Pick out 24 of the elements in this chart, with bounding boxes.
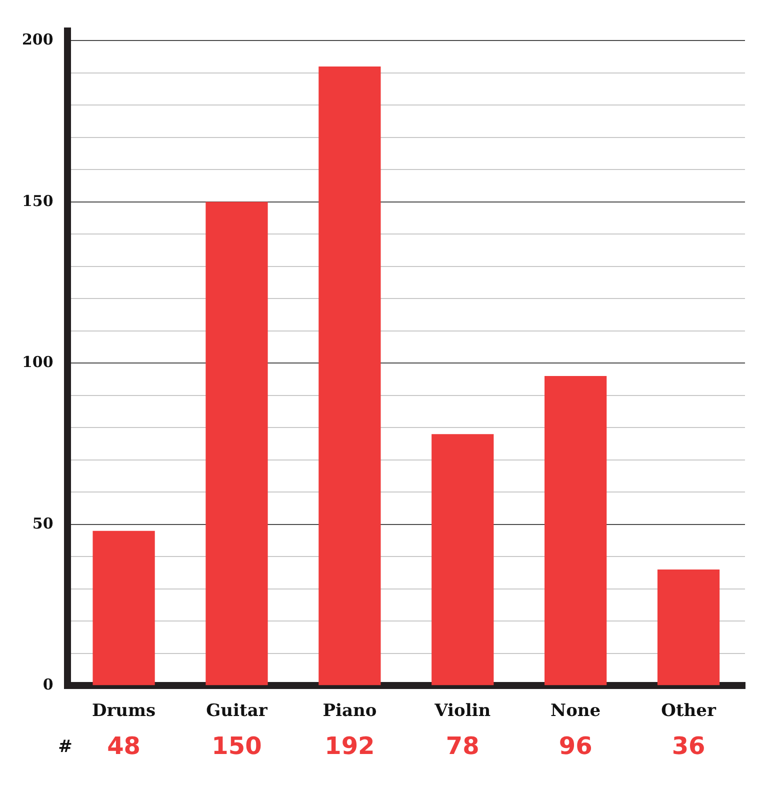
x-tick-label: Piano (322, 701, 377, 722)
x-tick-label: None (550, 701, 601, 722)
data-label: 36 (672, 732, 706, 760)
bar (657, 570, 720, 686)
bar (318, 66, 381, 686)
bar (432, 434, 494, 686)
y-tick-label: 200 (22, 30, 54, 49)
y-tick-label: 100 (22, 353, 54, 372)
data-label: 78 (446, 732, 480, 760)
x-tick-label: Guitar (206, 701, 268, 722)
data-label: 48 (107, 732, 140, 760)
data-label: 96 (558, 732, 592, 760)
bar (544, 376, 607, 686)
text: # (58, 737, 72, 758)
x-tick-label: Drums (92, 701, 156, 722)
x-tick-label: Violin (434, 701, 491, 722)
y-tick-label: 50 (32, 514, 54, 532)
bar (92, 530, 155, 686)
y-tick-label: 0 (42, 675, 54, 694)
x-tick-label: Other (661, 701, 717, 722)
y-tick-label: 150 (22, 192, 54, 210)
data-label: 150 (212, 732, 262, 760)
bar (206, 202, 268, 686)
data-label: 192 (324, 732, 375, 760)
